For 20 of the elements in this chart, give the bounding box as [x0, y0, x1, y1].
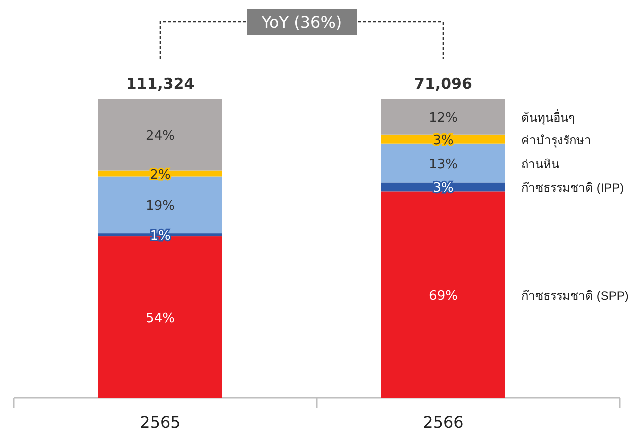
data-label: 13% [429, 157, 458, 172]
bar [382, 144, 506, 183]
data-label: 24% [146, 128, 175, 144]
text: 71,096 [414, 75, 472, 93]
x-tick-label: 2566 [423, 413, 464, 432]
series-label: ถ่านหิน [522, 157, 560, 172]
series-label: ต้นทุนอื่นๆ [522, 108, 574, 126]
series-label: ก๊าซธรรมชาติ (IPP) [522, 181, 624, 196]
x-tick-label: 2565 [140, 413, 181, 432]
series-label: ก๊าซธรรมชาติ (SPP) [522, 288, 629, 303]
text: YoY (36%) [260, 13, 342, 32]
text: 111,324 [126, 75, 195, 93]
bar [98, 99, 222, 171]
data-label: 54% [146, 311, 175, 326]
bar [382, 99, 506, 135]
series-label: ค่าบำรุงรักษา [522, 133, 592, 148]
data-label: 69% [429, 288, 458, 304]
data-label: 12% [429, 110, 458, 126]
bar [382, 192, 506, 398]
data-label: 19% [146, 199, 175, 214]
